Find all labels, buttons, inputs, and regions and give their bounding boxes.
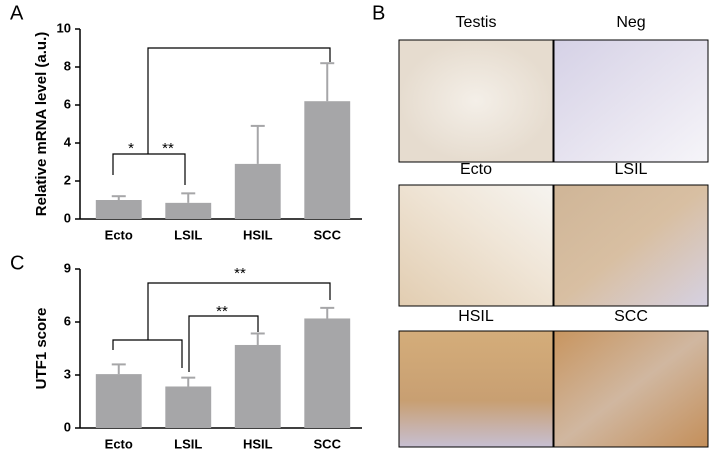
significance-brackets: * ** ** ** ** bbox=[112, 47, 331, 372]
bar bbox=[234, 344, 281, 428]
bar bbox=[165, 202, 212, 219]
y-tick-label: 6 bbox=[64, 313, 71, 328]
micrograph bbox=[553, 39, 709, 163]
image-label: SCC bbox=[614, 308, 648, 325]
annotation: ** bbox=[234, 265, 246, 282]
x-tick-label: Ecto bbox=[105, 436, 133, 451]
bracket bbox=[112, 282, 331, 368]
micrographs: Testis Neg Ecto LSIL HSIL SCC bbox=[398, 14, 709, 448]
x-tick-label: HSIL bbox=[243, 436, 273, 451]
y-tick-label: 10 bbox=[57, 20, 71, 35]
x-tick-label: SCC bbox=[314, 436, 342, 451]
micrograph bbox=[398, 39, 554, 163]
y-tick-label: 4 bbox=[64, 134, 72, 149]
y-tick-label: 3 bbox=[64, 366, 71, 381]
image-label: LSIL bbox=[615, 161, 648, 178]
x-tick-label: SCC bbox=[314, 227, 342, 242]
x-tick-label: LSIL bbox=[174, 436, 202, 451]
bracket bbox=[112, 47, 331, 185]
bar bbox=[304, 101, 351, 219]
bar bbox=[95, 374, 142, 428]
image-label: Testis bbox=[456, 14, 497, 31]
panel-label: B bbox=[372, 2, 385, 24]
micrograph bbox=[553, 184, 709, 307]
bar bbox=[304, 318, 351, 428]
x-tick-label: Ecto bbox=[105, 227, 133, 242]
micrograph bbox=[398, 184, 554, 307]
panel-label: C bbox=[10, 252, 24, 274]
x-tick-label: LSIL bbox=[174, 227, 202, 242]
y-axis-label: UTF1 score bbox=[33, 308, 50, 390]
y-tick-label: 6 bbox=[64, 96, 71, 111]
panel-label: A bbox=[10, 2, 24, 24]
y-tick-label: 9 bbox=[64, 260, 71, 275]
bar bbox=[165, 386, 212, 428]
y-tick-label: 2 bbox=[64, 172, 71, 187]
image-label: Neg bbox=[616, 14, 645, 31]
annotation: ** bbox=[162, 140, 174, 157]
y-tick-label: 0 bbox=[64, 419, 71, 434]
micrograph bbox=[553, 330, 709, 448]
image-label: Ecto bbox=[460, 161, 492, 178]
y-tick-label: 0 bbox=[64, 210, 71, 225]
bracket bbox=[188, 315, 259, 372]
x-tick-label: HSIL bbox=[243, 227, 273, 242]
annotation: ** bbox=[216, 303, 228, 320]
image-label: HSIL bbox=[458, 308, 494, 325]
annotation: * bbox=[128, 140, 134, 157]
y-axis-label: Relative mRNA level (a.u.) bbox=[33, 32, 50, 217]
bar bbox=[234, 163, 281, 219]
bar bbox=[95, 200, 142, 219]
micrograph bbox=[398, 330, 554, 448]
y-tick-label: 8 bbox=[64, 58, 71, 73]
